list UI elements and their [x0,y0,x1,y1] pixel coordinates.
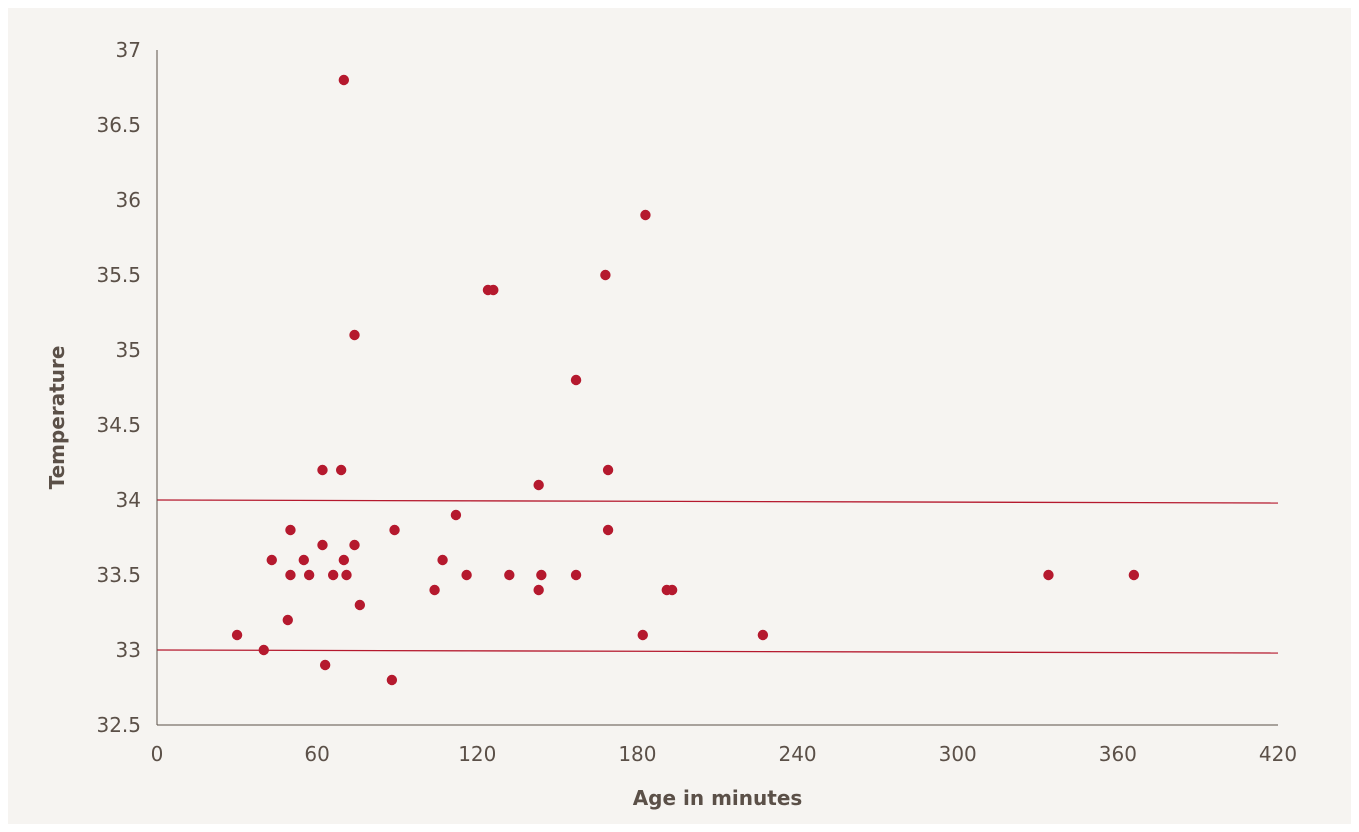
data-point [266,554,277,566]
data-point [386,674,398,686]
data-point [1043,569,1054,581]
data-point [536,569,547,581]
y-tick-label: 34.5 [96,413,141,437]
data-point [533,584,544,596]
data-point [757,629,769,641]
data-point [533,479,544,491]
data-point [282,614,293,626]
x-tick-labels: 0 60 120 180 240 300 360 420 [151,742,1297,766]
x-tick-label: 360 [1099,742,1137,766]
data-point [338,74,350,86]
y-tick-label: 35 [116,338,141,362]
data-point [450,509,462,521]
data-point [437,554,448,566]
data-point [317,464,328,476]
data-point [335,464,347,476]
data-point [258,644,269,656]
reference-line-2 [156,649,1279,654]
y-tick-label: 34 [116,488,141,512]
reference-lines [156,499,1279,654]
data-point [349,539,360,551]
data-point [488,284,499,296]
data-point [338,554,350,566]
data-point [602,524,614,536]
data-point [341,569,352,581]
data-point [461,569,472,581]
x-tick-label: 420 [1259,742,1297,766]
data-points [231,74,1140,686]
data-point [285,524,296,536]
reference-line-1 [156,499,1279,504]
data-point [504,569,515,581]
axes [156,50,1278,726]
y-tick-labels: 32.5 33 33.5 34 34.5 35 35.5 36 36.5 37 [96,38,141,737]
y-tick-label: 33.5 [96,563,141,587]
data-point [285,569,296,581]
y-tick-label: 36.5 [96,113,141,137]
data-point [429,584,440,596]
data-point [231,629,243,641]
data-point [303,569,315,581]
data-point [600,269,611,281]
x-tick-label: 300 [939,742,977,766]
data-point [570,569,582,581]
data-point [637,629,648,641]
y-tick-label: 32.5 [96,713,141,737]
y-tick-label: 37 [116,38,141,62]
x-tick-label: 240 [778,742,816,766]
x-tick-label: 120 [458,742,496,766]
data-point [298,554,309,566]
data-point [1128,569,1140,581]
data-point [327,569,339,581]
x-tick-label: 60 [304,742,329,766]
data-point [319,659,331,671]
y-tick-label: 33 [116,638,141,662]
data-point [666,584,678,596]
y-tick-label: 35.5 [96,263,141,287]
y-axis-title: Temperature [45,346,69,490]
x-tick-label: 180 [618,742,656,766]
x-axis-title: Age in minutes [633,786,803,810]
scatter-chart: 32.5 33 33.5 34 34.5 35 35.5 36 36.5 37 0 60 120 180… [45,38,1297,810]
chart-background: 32.5 33 33.5 34 34.5 35 35.5 36 36.5 37 0 60 120 180… [8,8,1351,824]
data-point [354,599,366,611]
data-point [640,209,651,221]
data-point [602,464,614,476]
data-point [389,524,400,536]
y-tick-label: 36 [116,188,141,212]
x-tick-label: 0 [151,742,164,766]
data-point [349,329,360,341]
data-point [570,374,582,386]
data-point [317,539,328,551]
